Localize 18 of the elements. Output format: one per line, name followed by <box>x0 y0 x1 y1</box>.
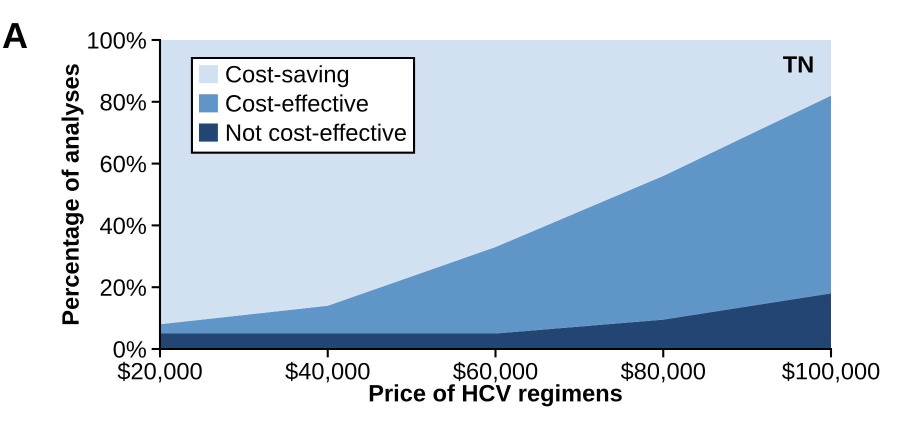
y-tick-label: 100% <box>88 32 146 49</box>
legend-label: Cost-saving <box>226 65 348 88</box>
annotation: TN <box>783 56 813 73</box>
x-axis-title: Price of HCV regimens <box>370 384 622 406</box>
y-tick-label: 20% <box>100 279 146 296</box>
text: A <box>2 23 28 48</box>
y-tick-label: 40% <box>100 217 146 234</box>
y-axis-title: Percentage of analyses <box>62 64 84 324</box>
x-tick-label: $40,000 <box>285 362 370 382</box>
y-tick-label: 80% <box>100 94 146 111</box>
legend-label: Cost-effective <box>226 94 368 112</box>
x-tick-label: $20,000 <box>118 362 202 382</box>
y-tick-label: 0% <box>114 341 146 358</box>
x-tick-label: $60,000 <box>453 362 538 382</box>
x-tick-label: $100,000 <box>782 362 880 382</box>
y-tick-label: 60% <box>100 156 146 172</box>
legend-label: Not cost-effective <box>226 124 406 141</box>
x-tick-label: $80,000 <box>620 362 706 382</box>
